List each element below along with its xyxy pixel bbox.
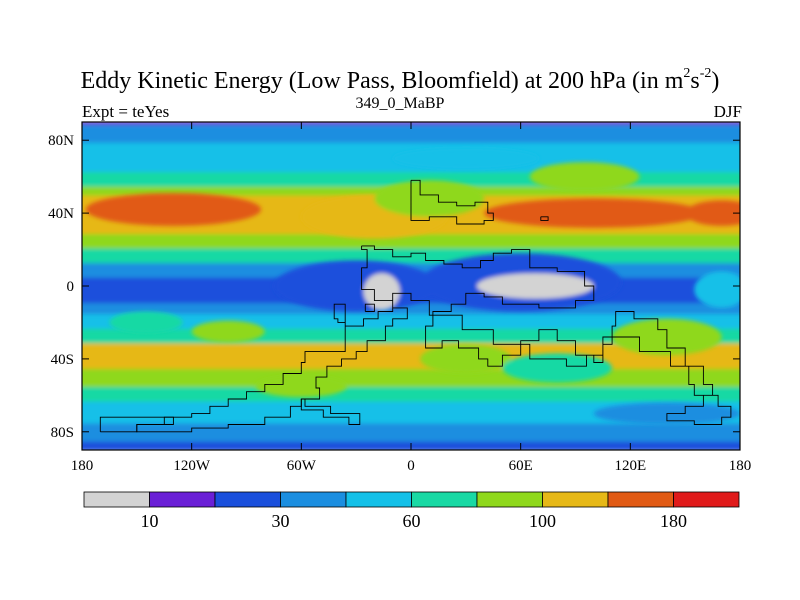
lat-band-1 xyxy=(82,124,740,145)
x-tick-label-1: 120W xyxy=(173,458,211,474)
field-feature-10 xyxy=(476,273,594,299)
y-tick-label-2: 0 xyxy=(67,279,75,295)
colorbar: 10 30 60 100 180 xyxy=(83,491,740,531)
colorbar-box-5 xyxy=(411,491,478,508)
coastline-outline-3 xyxy=(99,416,174,433)
x-tick-label-4: 60E xyxy=(509,458,533,474)
coastline-outlines xyxy=(99,179,732,433)
field-feature-16 xyxy=(502,353,613,383)
title-superscript-1: 2 xyxy=(683,66,691,81)
x-tick-label-3: 0 xyxy=(407,458,415,474)
x-tick-label-5: 120E xyxy=(614,458,646,474)
y-tick-label-1: 40N xyxy=(48,206,74,222)
coastline-outline-0 xyxy=(410,179,494,225)
colorbar-box-9 xyxy=(673,491,740,508)
colorbar-box-3 xyxy=(280,491,347,508)
colorbar-box-2 xyxy=(214,491,281,508)
field-feature-4 xyxy=(374,180,485,217)
colorbar-label-0: 10 xyxy=(141,511,159,531)
field-feature-11 xyxy=(694,271,740,308)
colorbar-box-1 xyxy=(149,491,216,508)
field-feature-14 xyxy=(420,344,512,374)
season-label: DJF xyxy=(713,102,742,121)
field-feature-12 xyxy=(109,311,183,334)
colorbar-box-7 xyxy=(542,491,609,508)
colorbar-label-3: 100 xyxy=(529,511,556,531)
field-feature-0 xyxy=(85,193,262,226)
title-text: Eddy Kinetic Energy (Low Pass, Bloomfiel… xyxy=(80,68,684,94)
axis-ticks: 180 120W 60W 0 60E 120E 180 80N 40N 0 40S 80S xyxy=(48,122,751,474)
y-tick-label-0: 80N xyxy=(48,133,74,149)
y-tick-label-3: 40S xyxy=(51,352,74,368)
coastline-outline-4 xyxy=(364,303,375,312)
coastline-outline-1 xyxy=(136,245,732,433)
y-tick-label-4: 80S xyxy=(51,425,74,441)
experiment-label: Expt = teYes xyxy=(82,102,170,121)
lat-band-14 xyxy=(82,368,740,390)
run-id-label: 349_0_MaBP xyxy=(355,95,445,112)
lat-band-17 xyxy=(82,423,740,444)
x-tick-label-6: 180 xyxy=(729,458,752,474)
colorbar-box-4 xyxy=(345,491,412,508)
lat-band-6 xyxy=(82,233,740,251)
lat-band-16 xyxy=(82,401,740,426)
lat-band-15 xyxy=(82,387,740,404)
colorbar-label-4: 180 xyxy=(660,511,687,531)
energy-field xyxy=(82,122,740,450)
field-feature-1 xyxy=(484,198,704,228)
x-tick-label-2: 60W xyxy=(287,458,317,474)
colorbar-label-2: 60 xyxy=(403,511,421,531)
x-tick-label-0: 180 xyxy=(71,458,94,474)
colorbar-box-0 xyxy=(83,491,150,508)
field-feature-2 xyxy=(685,200,740,226)
field-feature-6 xyxy=(392,147,539,170)
chart-title: Eddy Kinetic Energy (Low Pass, Bloomfiel… xyxy=(0,66,800,95)
field-feature-5 xyxy=(529,162,640,192)
title-superscript-2: -2 xyxy=(699,66,712,81)
coastline-outline-5 xyxy=(540,216,549,221)
coastline-outline-2 xyxy=(300,398,361,425)
title-close-paren: ) xyxy=(711,68,720,94)
field-feature-17 xyxy=(255,375,348,398)
title-text-s: s xyxy=(690,68,700,94)
colorbar-label-1: 30 xyxy=(272,511,290,531)
colorbar-box-8 xyxy=(607,491,674,508)
field-feature-7 xyxy=(273,260,439,312)
field-feature-13 xyxy=(191,320,265,343)
colorbar-box-6 xyxy=(476,491,543,508)
